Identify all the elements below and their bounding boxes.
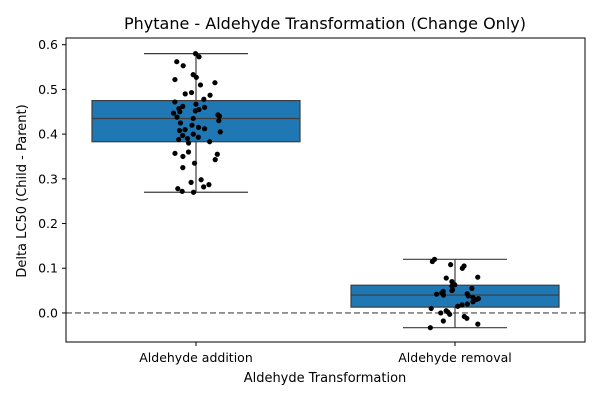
data-point [176,136,182,143]
data-point [197,82,204,88]
data-point [172,99,178,105]
data-point [170,110,177,116]
data-point [440,318,446,324]
data-point [465,293,471,299]
data-point [201,126,208,132]
data-point [190,115,196,122]
data-point [184,135,191,142]
data-point [192,51,199,57]
box-body [350,284,560,308]
data-point [428,305,434,312]
data-point [195,134,201,140]
data-point [188,89,195,96]
data-point [193,74,199,80]
data-point [185,140,192,146]
data-point [217,129,223,135]
data-point [192,108,198,114]
data-point [179,188,185,194]
y-tick-label: 0.3 [38,171,58,186]
data-point [443,275,449,281]
data-point [198,177,204,183]
data-point [182,127,188,133]
data-point [475,274,481,280]
data-point [196,54,202,60]
data-point [459,302,465,308]
data-point [449,287,455,294]
data-point [193,101,199,107]
data-point [212,80,218,86]
data-point [180,63,186,69]
data-point [433,291,440,297]
data-point [201,104,208,110]
data-point [214,151,220,157]
data-point [447,311,453,317]
data-point [177,120,184,126]
y-tick-label: 0.5 [38,82,58,97]
y-tick-label: 0.4 [38,127,58,142]
data-point [207,139,213,145]
chart-title: Phytane - Aldehyde Transformation (Chang… [124,14,526,33]
data-point [172,150,178,156]
data-point [464,315,470,321]
data-point [464,301,470,307]
x-tick-label: Aldehyde addition [139,350,253,365]
plot-frame [65,37,586,343]
data-point [175,186,181,192]
data-point [182,91,188,97]
data-point [201,96,207,102]
data-point [469,285,475,291]
data-point [189,122,195,128]
data-point [212,157,218,163]
x-axis-label: Aldehyde Transformation [244,371,407,386]
data-point [185,149,192,155]
data-point [191,160,198,166]
data-point [470,299,476,305]
data-point [177,109,183,115]
data-point [206,182,212,188]
data-point [216,113,223,119]
data-point [195,124,202,131]
data-point [180,153,186,160]
data-point [188,179,194,185]
data-point [429,258,435,265]
data-point [216,118,222,124]
y-tick-label: 0.1 [38,261,58,276]
x-tick-label: Aldehyde removal [398,350,511,365]
data-point [427,325,433,331]
data-point [174,59,180,65]
data-point [190,131,196,137]
data-point [174,114,180,120]
data-point [455,303,461,309]
data-point [180,103,186,109]
data-point [180,165,186,171]
y-tick-label: 0.2 [38,216,58,231]
data-point [201,184,207,190]
y-tick-label: 0.0 [38,305,58,320]
box-body [91,99,301,143]
data-point [459,265,465,271]
data-point [207,92,213,98]
data-point [176,127,183,134]
data-point [438,310,444,316]
data-point [475,321,481,327]
data-point [448,262,454,268]
plot-area: 0.0 0.1 0.2 0.3 0.4 0.5 0.6 Aldehyde addition Al… [38,37,586,365]
data-point [180,132,186,139]
data-point [190,189,197,195]
data-point [172,76,178,83]
data-point [440,292,447,298]
y-tick-label: 0.6 [38,37,58,52]
y-axis-label: Delta LC50 (Child - Parent) [15,104,30,277]
